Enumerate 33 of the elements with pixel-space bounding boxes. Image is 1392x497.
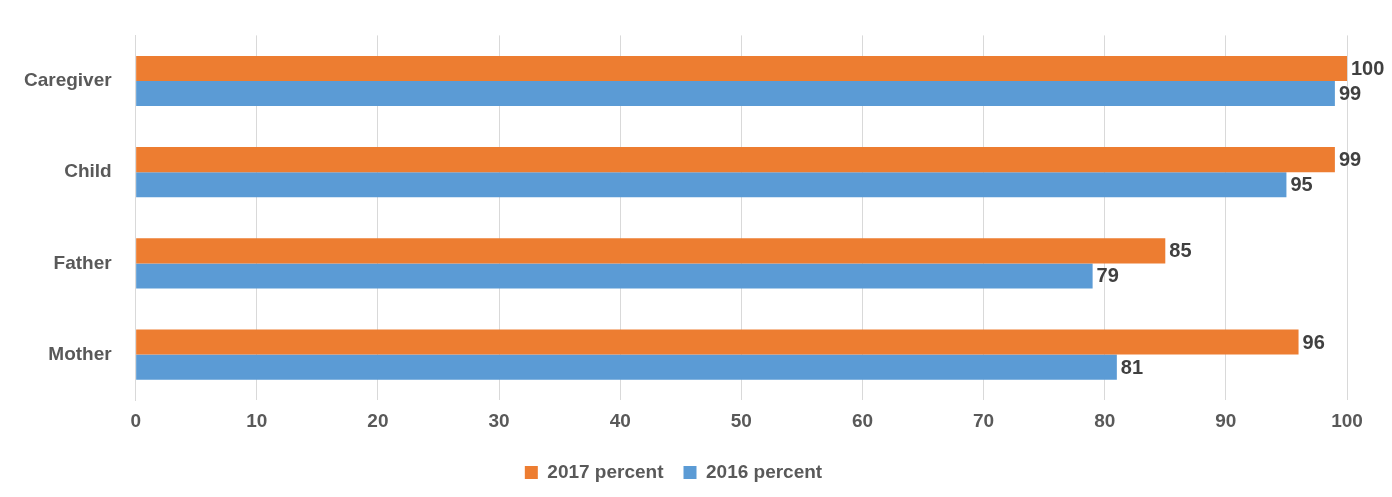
data-label: 95 xyxy=(1290,173,1313,196)
bar xyxy=(136,329,1299,355)
bar xyxy=(136,55,1347,81)
data-label: 99 xyxy=(1338,148,1362,171)
data-label: 85 xyxy=(1169,239,1192,262)
x-tick-label: 70 xyxy=(973,409,995,431)
x-tick-label: 40 xyxy=(609,409,631,431)
x-tick-label: 100 xyxy=(1331,409,1363,431)
x-tick-label: 30 xyxy=(488,409,510,431)
bar xyxy=(136,238,1166,264)
bar xyxy=(136,172,1287,198)
x-tick-label: 80 xyxy=(1094,409,1116,431)
bar xyxy=(136,81,1335,107)
legend-label: 2017 percent xyxy=(547,460,665,482)
x-tick-label: 60 xyxy=(851,409,874,431)
data-label: 79 xyxy=(1096,264,1119,287)
y-tick-label: Caregiver xyxy=(23,69,113,91)
data-label: 81 xyxy=(1120,355,1144,378)
bar xyxy=(136,147,1335,173)
data-label: 99 xyxy=(1338,82,1362,105)
y-tick-label: Father xyxy=(53,251,113,273)
x-tick-label: 50 xyxy=(730,409,752,431)
y-tick-label: Child xyxy=(64,160,112,182)
x-tick-label: 20 xyxy=(367,409,389,431)
data-label: 96 xyxy=(1302,330,1325,353)
x-tick-label: 0 xyxy=(130,409,141,431)
x-tick-label: 10 xyxy=(246,409,268,431)
legend-label: 2016 percent xyxy=(706,460,823,482)
bar xyxy=(136,263,1093,289)
x-tick-label: 90 xyxy=(1215,409,1237,431)
data-label: 100 xyxy=(1351,56,1385,79)
bar xyxy=(136,354,1117,380)
y-tick-label: Mother xyxy=(48,342,113,364)
